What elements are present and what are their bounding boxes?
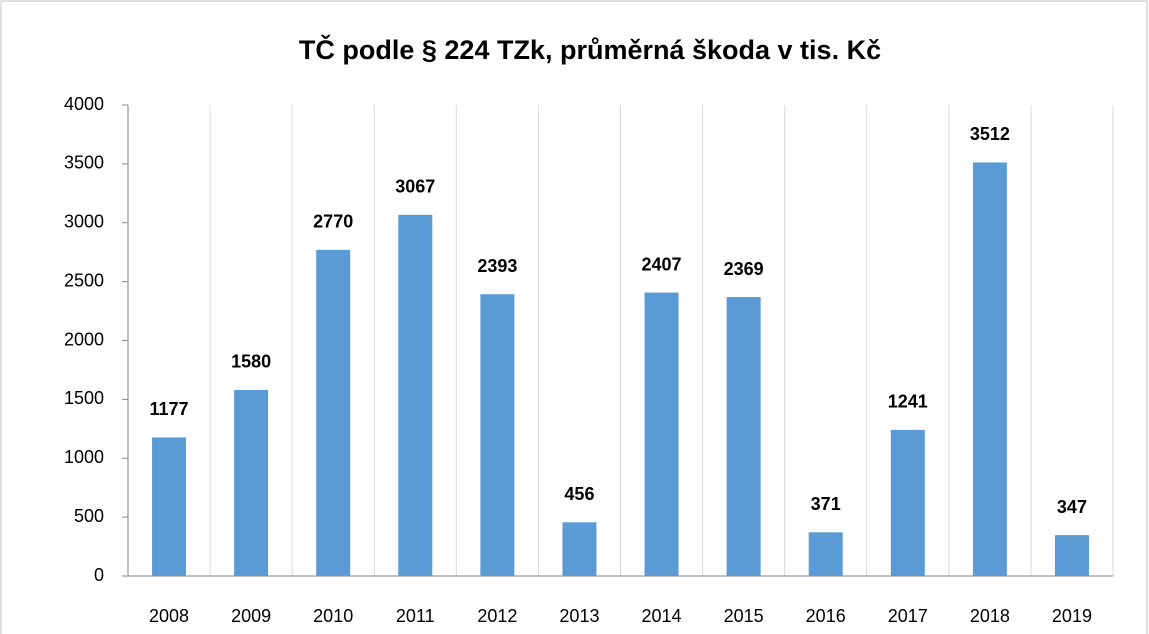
bar (726, 297, 761, 576)
chart-title: TČ podle § 224 TZk, průměrná škoda v tis… (299, 34, 881, 65)
y-tick-label: 2500 (64, 270, 104, 290)
y-tick-label: 1000 (64, 447, 104, 467)
y-tick-label: 1500 (64, 388, 104, 408)
bar (480, 294, 515, 576)
value-label: 1177 (150, 399, 189, 419)
bar (644, 292, 679, 576)
value-label: 347 (1057, 497, 1087, 517)
value-label: 2770 (313, 212, 353, 232)
value-label: 3067 (395, 177, 435, 197)
value-label: 2393 (477, 256, 517, 276)
x-tick-label: 2015 (724, 606, 764, 626)
x-tick-label: 2008 (149, 606, 189, 626)
x-tick-label: 2012 (477, 606, 517, 626)
bar (234, 389, 269, 576)
x-tick-label: 2009 (231, 606, 271, 626)
bar (398, 214, 433, 576)
bar (152, 437, 187, 576)
value-label: 456 (564, 484, 594, 504)
y-tick-label: 3500 (64, 153, 104, 173)
value-label: 2407 (642, 254, 682, 274)
value-label: 1241 (888, 392, 928, 412)
value-label: 2369 (724, 259, 764, 279)
x-tick-label: 2017 (888, 606, 928, 626)
x-tick-label: 2016 (806, 606, 846, 626)
y-tick-label: 0 (94, 565, 104, 585)
x-tick-label: 2010 (313, 606, 353, 626)
x-tick-label: 2011 (396, 606, 435, 626)
x-tick-label: 2013 (559, 606, 599, 626)
y-tick-label: 3000 (64, 212, 104, 232)
bar (808, 532, 843, 576)
bar (1054, 535, 1089, 576)
value-label: 371 (811, 494, 841, 514)
bar (890, 429, 925, 576)
value-label: 1580 (231, 352, 271, 372)
y-tick-label: 500 (74, 506, 104, 526)
bar (316, 249, 351, 576)
bar (562, 522, 597, 576)
x-tick-label: 2014 (642, 606, 682, 626)
bar (972, 162, 1007, 576)
y-tick-label: 4000 (64, 94, 104, 114)
value-label: 3512 (970, 124, 1010, 144)
x-tick-label: 2018 (970, 606, 1010, 626)
x-tick-label: 2019 (1052, 606, 1092, 626)
y-tick-label: 2000 (64, 329, 104, 349)
